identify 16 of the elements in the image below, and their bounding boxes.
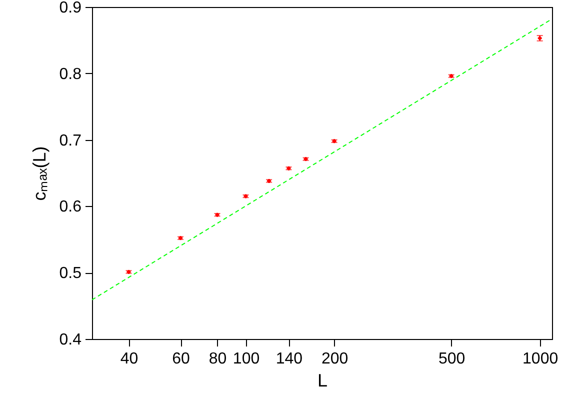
y-tick-label: 0.8 — [59, 66, 82, 83]
x-axis-title: L — [317, 370, 328, 390]
y-tick-label: 0.5 — [59, 265, 82, 282]
y-axis-title: cₘₐₓ(L) — [29, 146, 50, 201]
y-tick-label: 0.9 — [59, 0, 82, 16]
x-tick-label: 80 — [208, 350, 227, 368]
x-tick-label: 60 — [172, 350, 190, 368]
x-tick-label: 100 — [232, 350, 260, 368]
x-tick-label: 140 — [276, 350, 303, 368]
x-tick-label: 200 — [321, 350, 348, 368]
y-tick-label: 0.6 — [59, 198, 82, 216]
x-tick-label: 500 — [438, 350, 466, 368]
x-tick-label: 40 — [120, 350, 138, 368]
x-tick-label: 1000 — [522, 350, 558, 368]
y-tick-label: 0.7 — [59, 132, 82, 150]
y-tick-label: 0.4 — [59, 332, 82, 348]
